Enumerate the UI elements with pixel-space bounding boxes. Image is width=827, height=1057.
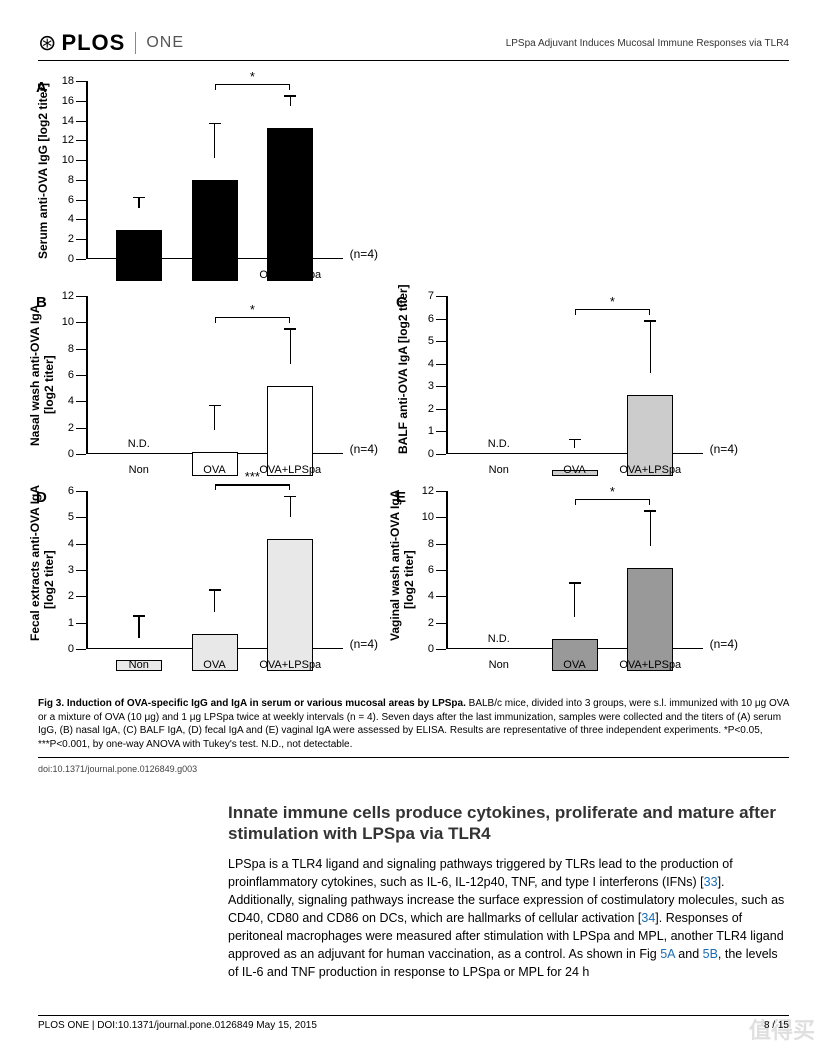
n-label: (n=4) — [710, 637, 738, 651]
logo-one-text: ONE — [146, 34, 184, 52]
n-label: (n=4) — [350, 442, 378, 456]
x-label-1: OVA — [203, 659, 225, 671]
panel-c: C 01234567BALF anti-OVA IgA [log2 titer]… — [398, 296, 708, 476]
section-heading: Innate immune cells produce cytokines, p… — [228, 802, 788, 845]
bar-ova-lpspa — [267, 128, 313, 281]
n-label: (n=4) — [710, 442, 738, 456]
significance-marker: * — [250, 302, 255, 317]
nd-label: N.D. — [488, 438, 510, 450]
x-label-1: OVA — [563, 464, 585, 476]
significance-marker: * — [610, 294, 615, 309]
page-footer: PLOS ONE | DOI:10.1371/journal.pone.0126… — [38, 1015, 789, 1031]
x-label-0: Non — [129, 464, 149, 476]
fig-5b-link[interactable]: 5B — [703, 947, 718, 961]
panel-a: A 024681012141618Serum anti-OVA IgG [log… — [38, 81, 348, 281]
x-label-0: Non — [489, 464, 509, 476]
nd-label: N.D. — [488, 633, 510, 645]
ref-34-link[interactable]: 34 — [641, 911, 655, 925]
panel-e: E 024681012Vaginal wash anti-OVA IgA[log… — [398, 491, 708, 671]
watermark: 值得买 — [749, 1013, 815, 1045]
nd-label: N.D. — [128, 438, 150, 450]
page-header: ⊛ PLOS ONE LPSpa Adjuvant Induces Mucosa… — [38, 30, 789, 61]
running-head: LPSpa Adjuvant Induces Mucosal Immune Re… — [506, 38, 789, 49]
body-text-4: and — [675, 947, 703, 961]
bar-ova — [192, 180, 238, 281]
x-label-0: Non — [489, 659, 509, 671]
panel-d: D 0123456Fecal extracts anti-OVA IgA[log… — [38, 491, 348, 671]
x-label-2: OVA+LPSpa — [619, 659, 681, 671]
logo-icon: ⊛ — [38, 30, 55, 56]
panel-b: B 024681012Nasal wash anti-OVA IgA[log2 … — [38, 296, 348, 476]
x-label-1: OVA — [563, 659, 585, 671]
significance-marker: * — [610, 484, 615, 499]
bar-ova-lpspa — [627, 568, 673, 671]
caption-title: Fig 3. Induction of OVA-specific IgG and… — [38, 698, 466, 709]
figure-3: A 024681012141618Serum anti-OVA IgG [log… — [38, 81, 789, 691]
logo-plos-text: PLOS — [61, 30, 125, 56]
figure-caption: Fig 3. Induction of OVA-specific IgG and… — [38, 697, 789, 758]
ref-33-link[interactable]: 33 — [704, 875, 718, 889]
x-label-1: OVA — [203, 269, 225, 281]
body-paragraph: LPSpa is a TLR4 ligand and signaling pat… — [228, 855, 788, 982]
bar-ova-lpspa — [267, 386, 313, 476]
fig-5a-link[interactable]: 5A — [660, 947, 675, 961]
figure-doi: doi:10.1371/journal.pone.0126849.g003 — [38, 764, 789, 774]
n-label: (n=4) — [350, 247, 378, 261]
plos-logo: ⊛ PLOS ONE — [38, 30, 184, 56]
x-label-0: Non — [129, 659, 149, 671]
significance-marker: * — [250, 69, 255, 84]
x-label-1: OVA — [203, 464, 225, 476]
logo-divider — [135, 32, 136, 54]
n-label: (n=4) — [350, 637, 378, 651]
significance-marker: *** — [245, 469, 260, 484]
body-text-1: LPSpa is a TLR4 ligand and signaling pat… — [228, 857, 733, 889]
x-label-2: OVA+LPSpa — [259, 464, 321, 476]
x-label-2: OVA+LPSpa — [619, 464, 681, 476]
x-label-2: OVA+LPSpa — [259, 269, 321, 281]
x-label-2: OVA+LPSpa — [259, 659, 321, 671]
footer-left: PLOS ONE | DOI:10.1371/journal.pone.0126… — [38, 1020, 317, 1031]
x-label-0: Non — [129, 269, 149, 281]
bar-ova-lpspa — [267, 539, 313, 671]
